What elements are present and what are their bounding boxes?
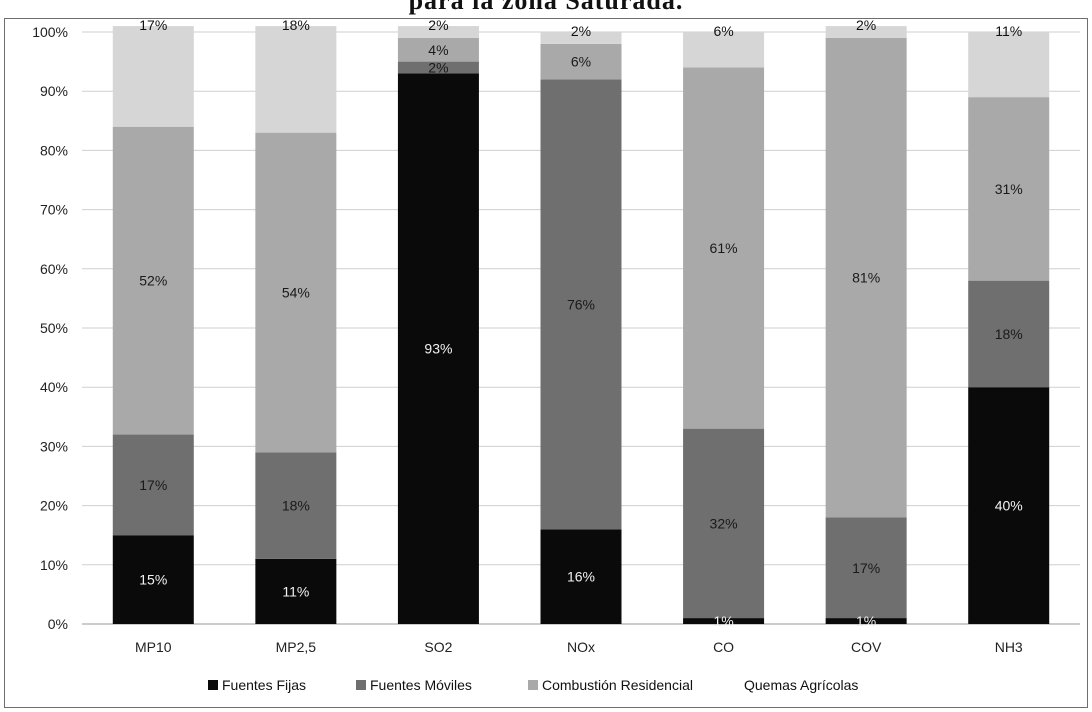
bar-segment bbox=[112, 26, 194, 127]
data-label: 1% bbox=[856, 613, 876, 629]
bar-segment bbox=[825, 618, 907, 624]
data-label: 16% bbox=[567, 569, 595, 585]
y-tick-label: 90% bbox=[40, 83, 68, 99]
bar-segment bbox=[683, 428, 765, 619]
x-tick-label: COV bbox=[851, 639, 882, 655]
bar-segment bbox=[397, 61, 479, 74]
bar-segment bbox=[540, 43, 622, 80]
y-tick-label: 20% bbox=[40, 498, 68, 514]
bar-segment bbox=[397, 73, 479, 624]
legend-swatch bbox=[528, 680, 538, 690]
data-label: 17% bbox=[852, 560, 880, 576]
data-label: 2% bbox=[856, 17, 876, 33]
legend-label: Fuentes Fijas bbox=[222, 677, 306, 693]
data-label: 54% bbox=[282, 284, 310, 300]
data-label: 17% bbox=[139, 477, 167, 493]
legend-label: Fuentes Móviles bbox=[370, 677, 472, 693]
data-label: 4% bbox=[428, 42, 448, 58]
data-label: 2% bbox=[428, 17, 448, 33]
y-tick-label: 50% bbox=[40, 320, 68, 336]
bar-segment bbox=[540, 529, 622, 624]
bar-segment bbox=[825, 26, 907, 38]
y-tick-label: 60% bbox=[40, 261, 68, 277]
bar-segment bbox=[255, 558, 337, 624]
bar-segment bbox=[968, 280, 1050, 388]
data-label: 40% bbox=[995, 498, 1023, 514]
bar-segment bbox=[968, 97, 1050, 281]
bar-segment bbox=[825, 37, 907, 518]
y-tick-label: 70% bbox=[40, 202, 68, 218]
data-label: 1% bbox=[713, 613, 733, 629]
data-label: 11% bbox=[995, 23, 1022, 39]
data-label: 61% bbox=[710, 240, 738, 256]
x-tick-label: NOx bbox=[567, 639, 595, 655]
x-tick-label: NH3 bbox=[995, 639, 1023, 655]
data-label: 52% bbox=[139, 273, 167, 289]
x-tick-label: SO2 bbox=[424, 639, 452, 655]
data-label: 2% bbox=[428, 60, 448, 76]
data-label: 2% bbox=[571, 23, 591, 39]
data-label: 6% bbox=[713, 23, 733, 39]
chart-title: para la zona Saturada. bbox=[408, 0, 684, 15]
y-tick-label: 40% bbox=[40, 379, 68, 395]
data-label: 32% bbox=[710, 515, 738, 531]
bar-segment bbox=[397, 26, 479, 38]
legend-label: Combustión Residencial bbox=[542, 677, 693, 693]
data-label: 18% bbox=[995, 326, 1023, 342]
bar-segment bbox=[825, 517, 907, 619]
y-tick-label: 0% bbox=[48, 616, 68, 632]
legend-swatch bbox=[208, 680, 218, 690]
data-label: 6% bbox=[571, 54, 591, 70]
legend-label: Quemas Agrícolas bbox=[744, 677, 858, 693]
x-tick-label: MP10 bbox=[135, 639, 172, 655]
bar-segment bbox=[540, 79, 622, 530]
bar-segment bbox=[112, 126, 194, 435]
bar-segment bbox=[112, 434, 194, 536]
bar-segment bbox=[112, 535, 194, 624]
data-label: 76% bbox=[567, 296, 595, 312]
data-label: 17% bbox=[139, 17, 167, 33]
bar-segment bbox=[397, 37, 479, 62]
y-tick-label: 30% bbox=[40, 438, 68, 454]
data-label: 18% bbox=[282, 17, 310, 33]
y-tick-label: 80% bbox=[40, 142, 68, 158]
data-label: 81% bbox=[852, 270, 880, 286]
data-label: 31% bbox=[995, 181, 1023, 197]
bar-segment bbox=[255, 132, 337, 453]
data-label: 11% bbox=[282, 583, 309, 599]
bar-segment bbox=[540, 32, 622, 44]
bar-segment bbox=[968, 387, 1050, 624]
bar-segment bbox=[683, 618, 765, 624]
bar-segment bbox=[968, 32, 1050, 98]
bar-segment bbox=[683, 32, 765, 68]
data-label: 15% bbox=[139, 572, 167, 588]
bar-segment bbox=[255, 26, 337, 133]
data-label: 93% bbox=[424, 341, 452, 357]
x-tick-label: MP2,5 bbox=[276, 639, 317, 655]
bar-segment bbox=[683, 67, 765, 429]
x-tick-label: CO bbox=[713, 639, 734, 655]
data-label: 18% bbox=[282, 498, 310, 514]
legend-swatch bbox=[356, 680, 366, 690]
bar-segment bbox=[255, 452, 337, 559]
y-tick-label: 10% bbox=[40, 557, 68, 573]
y-tick-label: 100% bbox=[32, 24, 68, 40]
